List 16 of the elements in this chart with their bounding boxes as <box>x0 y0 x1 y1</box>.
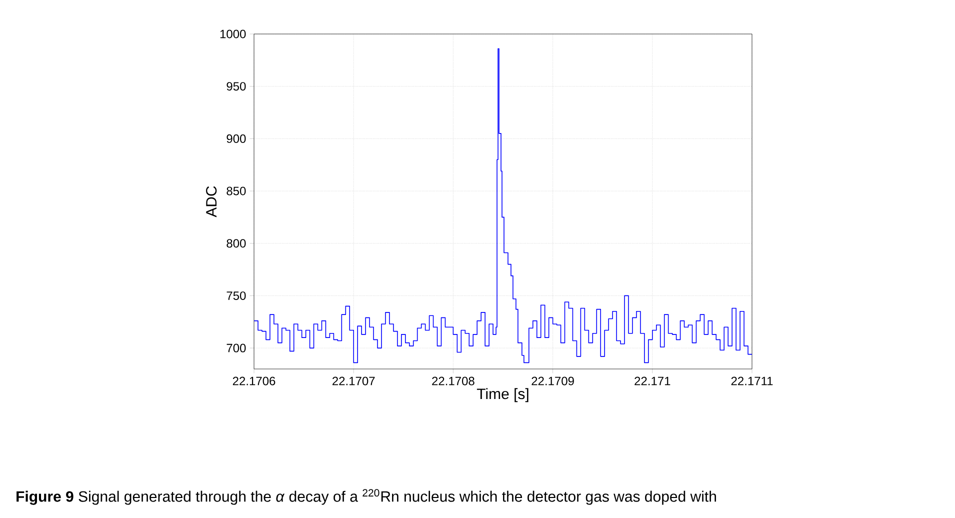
y-tick-label: 700 <box>226 344 246 352</box>
x-tick-label: 22.1709 <box>532 376 574 386</box>
y-tick-label: 800 <box>226 239 246 248</box>
x-tick-label: 22.1711 <box>731 376 773 386</box>
y-tick-label: 1000 <box>220 30 246 38</box>
x-tick-label: 22.1706 <box>232 376 276 386</box>
y-tick-label: 850 <box>226 186 246 196</box>
text: Figure 9 Signal generated through the α decay of a $^{220}$Rn nucleus which the detector gas was doped with <box>16 489 716 505</box>
x-tick-label: 22.171 <box>634 376 670 386</box>
y-axis-title: ADC <box>206 186 217 218</box>
y-tick-label: 950 <box>226 82 246 91</box>
x-tick-label: 22.1707 <box>332 376 375 386</box>
y-tick-label: 750 <box>226 291 246 300</box>
x-axis-title: Time [s] <box>476 388 528 402</box>
y-tick-label: 900 <box>226 134 246 143</box>
x-tick-label: 22.1708 <box>432 376 474 386</box>
